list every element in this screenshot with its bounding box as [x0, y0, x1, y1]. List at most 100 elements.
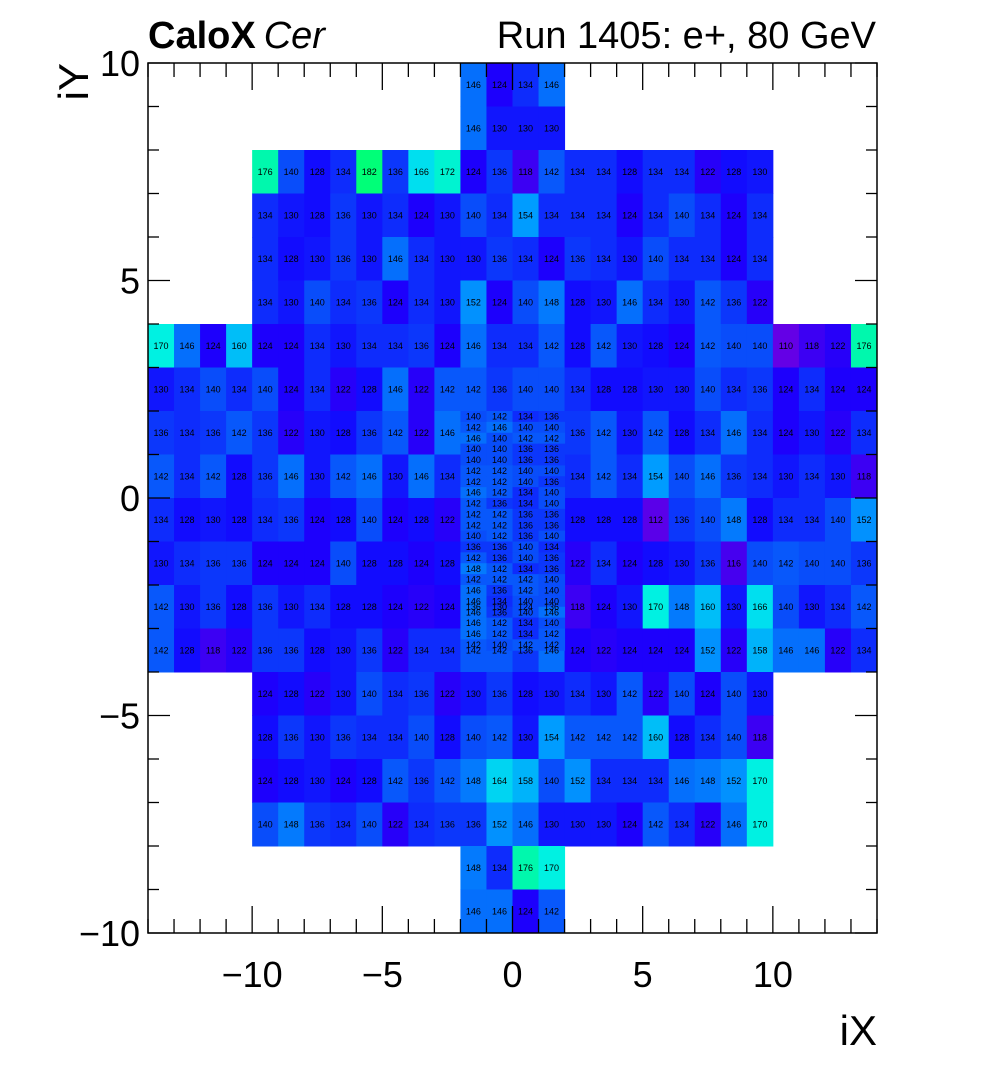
- cell-value-label: 142: [388, 428, 403, 438]
- heatmap-cell: [304, 454, 331, 499]
- cell-value-label: 134: [388, 689, 403, 699]
- fine-heatmap-cell: [460, 465, 487, 477]
- cell-value-label: 130: [336, 341, 351, 351]
- cell-value-label: 146: [466, 618, 481, 628]
- heatmap-cell: [356, 454, 383, 499]
- heatmap-cell: [850, 367, 878, 412]
- cell-value-label: 128: [674, 732, 689, 742]
- heatmap-cell: [590, 193, 618, 238]
- cell-value-label: 170: [752, 776, 767, 786]
- heatmap-cell: [408, 628, 435, 673]
- cell-value-label: 142: [518, 433, 533, 443]
- heatmap-cell: [460, 280, 487, 325]
- heatmap-cell: [720, 411, 748, 455]
- heatmap-cell: [590, 759, 618, 803]
- heatmap-cell: [252, 367, 279, 412]
- cell-value-label: 140: [544, 499, 559, 509]
- cell-value-label: 142: [492, 575, 507, 585]
- heatmap-cell: [382, 541, 409, 586]
- cell-value-label: 134: [492, 341, 507, 351]
- y-tick-label: −5: [99, 696, 140, 737]
- cell-value-label: 136: [258, 645, 273, 655]
- cell-value-label: 130: [752, 689, 767, 699]
- cell-value-label: 164: [492, 776, 507, 786]
- cell-value-label: 134: [414, 254, 429, 264]
- cell-value-label: 154: [544, 732, 559, 742]
- cell-value-label: 134: [388, 210, 403, 220]
- cell-value-label: 136: [492, 499, 507, 509]
- heatmap-cell: [850, 324, 878, 368]
- heatmap-cell: [824, 498, 852, 542]
- cell-value-label: 136: [258, 602, 273, 612]
- heatmap-cell: [642, 672, 670, 716]
- cell-value-label: 136: [466, 602, 481, 612]
- cell-value-label: 130: [648, 384, 663, 394]
- cell-value-label: 128: [648, 558, 663, 568]
- heatmap-cell: [330, 324, 357, 368]
- heatmap-cell: [356, 324, 383, 368]
- heatmap-cell: [174, 541, 201, 586]
- fine-heatmap-cell: [538, 530, 566, 542]
- fine-heatmap-cell: [512, 411, 540, 423]
- cell-value-label: 146: [362, 471, 377, 481]
- fine-heatmap-cell: [512, 432, 540, 445]
- heatmap-cell: [408, 541, 435, 586]
- heatmap-cell: [486, 759, 513, 803]
- heatmap-cell: [252, 628, 279, 673]
- cell-value-label: 146: [804, 645, 819, 655]
- cell-value-label: 110: [779, 341, 793, 351]
- cell-value-label: 140: [518, 542, 533, 552]
- cell-value-label: 128: [622, 384, 637, 394]
- cell-value-label: 134: [648, 210, 663, 220]
- heatmap-cell: [434, 541, 461, 586]
- heatmap-cell: [330, 237, 357, 281]
- cell-value-label: 130: [596, 819, 611, 829]
- cell-value-label: 124: [648, 645, 663, 655]
- x-tick-label: −10: [222, 954, 283, 995]
- cell-value-label: 130: [726, 602, 741, 612]
- cell-value-label: 140: [414, 732, 429, 742]
- fine-heatmap-cell: [512, 465, 540, 477]
- cell-value-label: 124: [778, 384, 793, 394]
- cell-value-label: 140: [544, 466, 559, 476]
- cell-value-label: 124: [284, 384, 299, 394]
- heatmap-cell: [798, 541, 826, 586]
- cell-value-label: 122: [440, 689, 455, 699]
- cell-value-label: 136: [206, 558, 221, 568]
- heatmap-cell: [746, 411, 774, 455]
- heatmap-cell: [538, 324, 566, 368]
- heatmap-cell: [174, 411, 201, 455]
- cell-value-label: 128: [336, 515, 351, 525]
- fine-heatmap-cell: [486, 563, 513, 575]
- heatmap-cell: [252, 280, 279, 325]
- fine-heatmap-cell: [538, 454, 566, 466]
- cell-value-label: 166: [752, 602, 767, 612]
- fine-heatmap-cell: [512, 563, 540, 575]
- heatmap-cell: [564, 454, 592, 499]
- heatmap-cell: [642, 759, 670, 803]
- cell-value-label: 130: [804, 428, 819, 438]
- heatmap-cell: [616, 150, 644, 194]
- cell-value-label: 136: [544, 477, 559, 487]
- cell-value-label: 142: [622, 732, 637, 742]
- fine-heatmap-cell: [460, 585, 487, 597]
- cell-value-label: 140: [544, 488, 559, 498]
- cell-value-label: 130: [284, 210, 299, 220]
- y-tick-label: 0: [120, 478, 140, 519]
- heatmap-cell: [616, 411, 644, 455]
- heatmap-cell: [538, 237, 566, 281]
- cell-value-labels: 146 124 134 146 146 130 130 130 176 140 128 134 182 1…: [154, 80, 872, 917]
- cell-value-label: 124: [856, 384, 871, 394]
- cell-value-label: 134: [180, 384, 195, 394]
- heatmap-cell: [668, 324, 696, 368]
- cell-value-label: 124: [440, 602, 455, 612]
- cell-value-label: 134: [570, 167, 585, 177]
- chart-title-left: CaloX Cer: [148, 15, 325, 58]
- fine-heatmap-cell: [486, 443, 513, 455]
- cell-value-label: 154: [518, 210, 533, 220]
- cell-value-label: 128: [362, 384, 377, 394]
- fine-heatmap-cell: [460, 411, 487, 423]
- heatmap-cell: [512, 63, 540, 107]
- heatmap-cell: [642, 541, 670, 586]
- cell-value-label: 142: [492, 732, 507, 742]
